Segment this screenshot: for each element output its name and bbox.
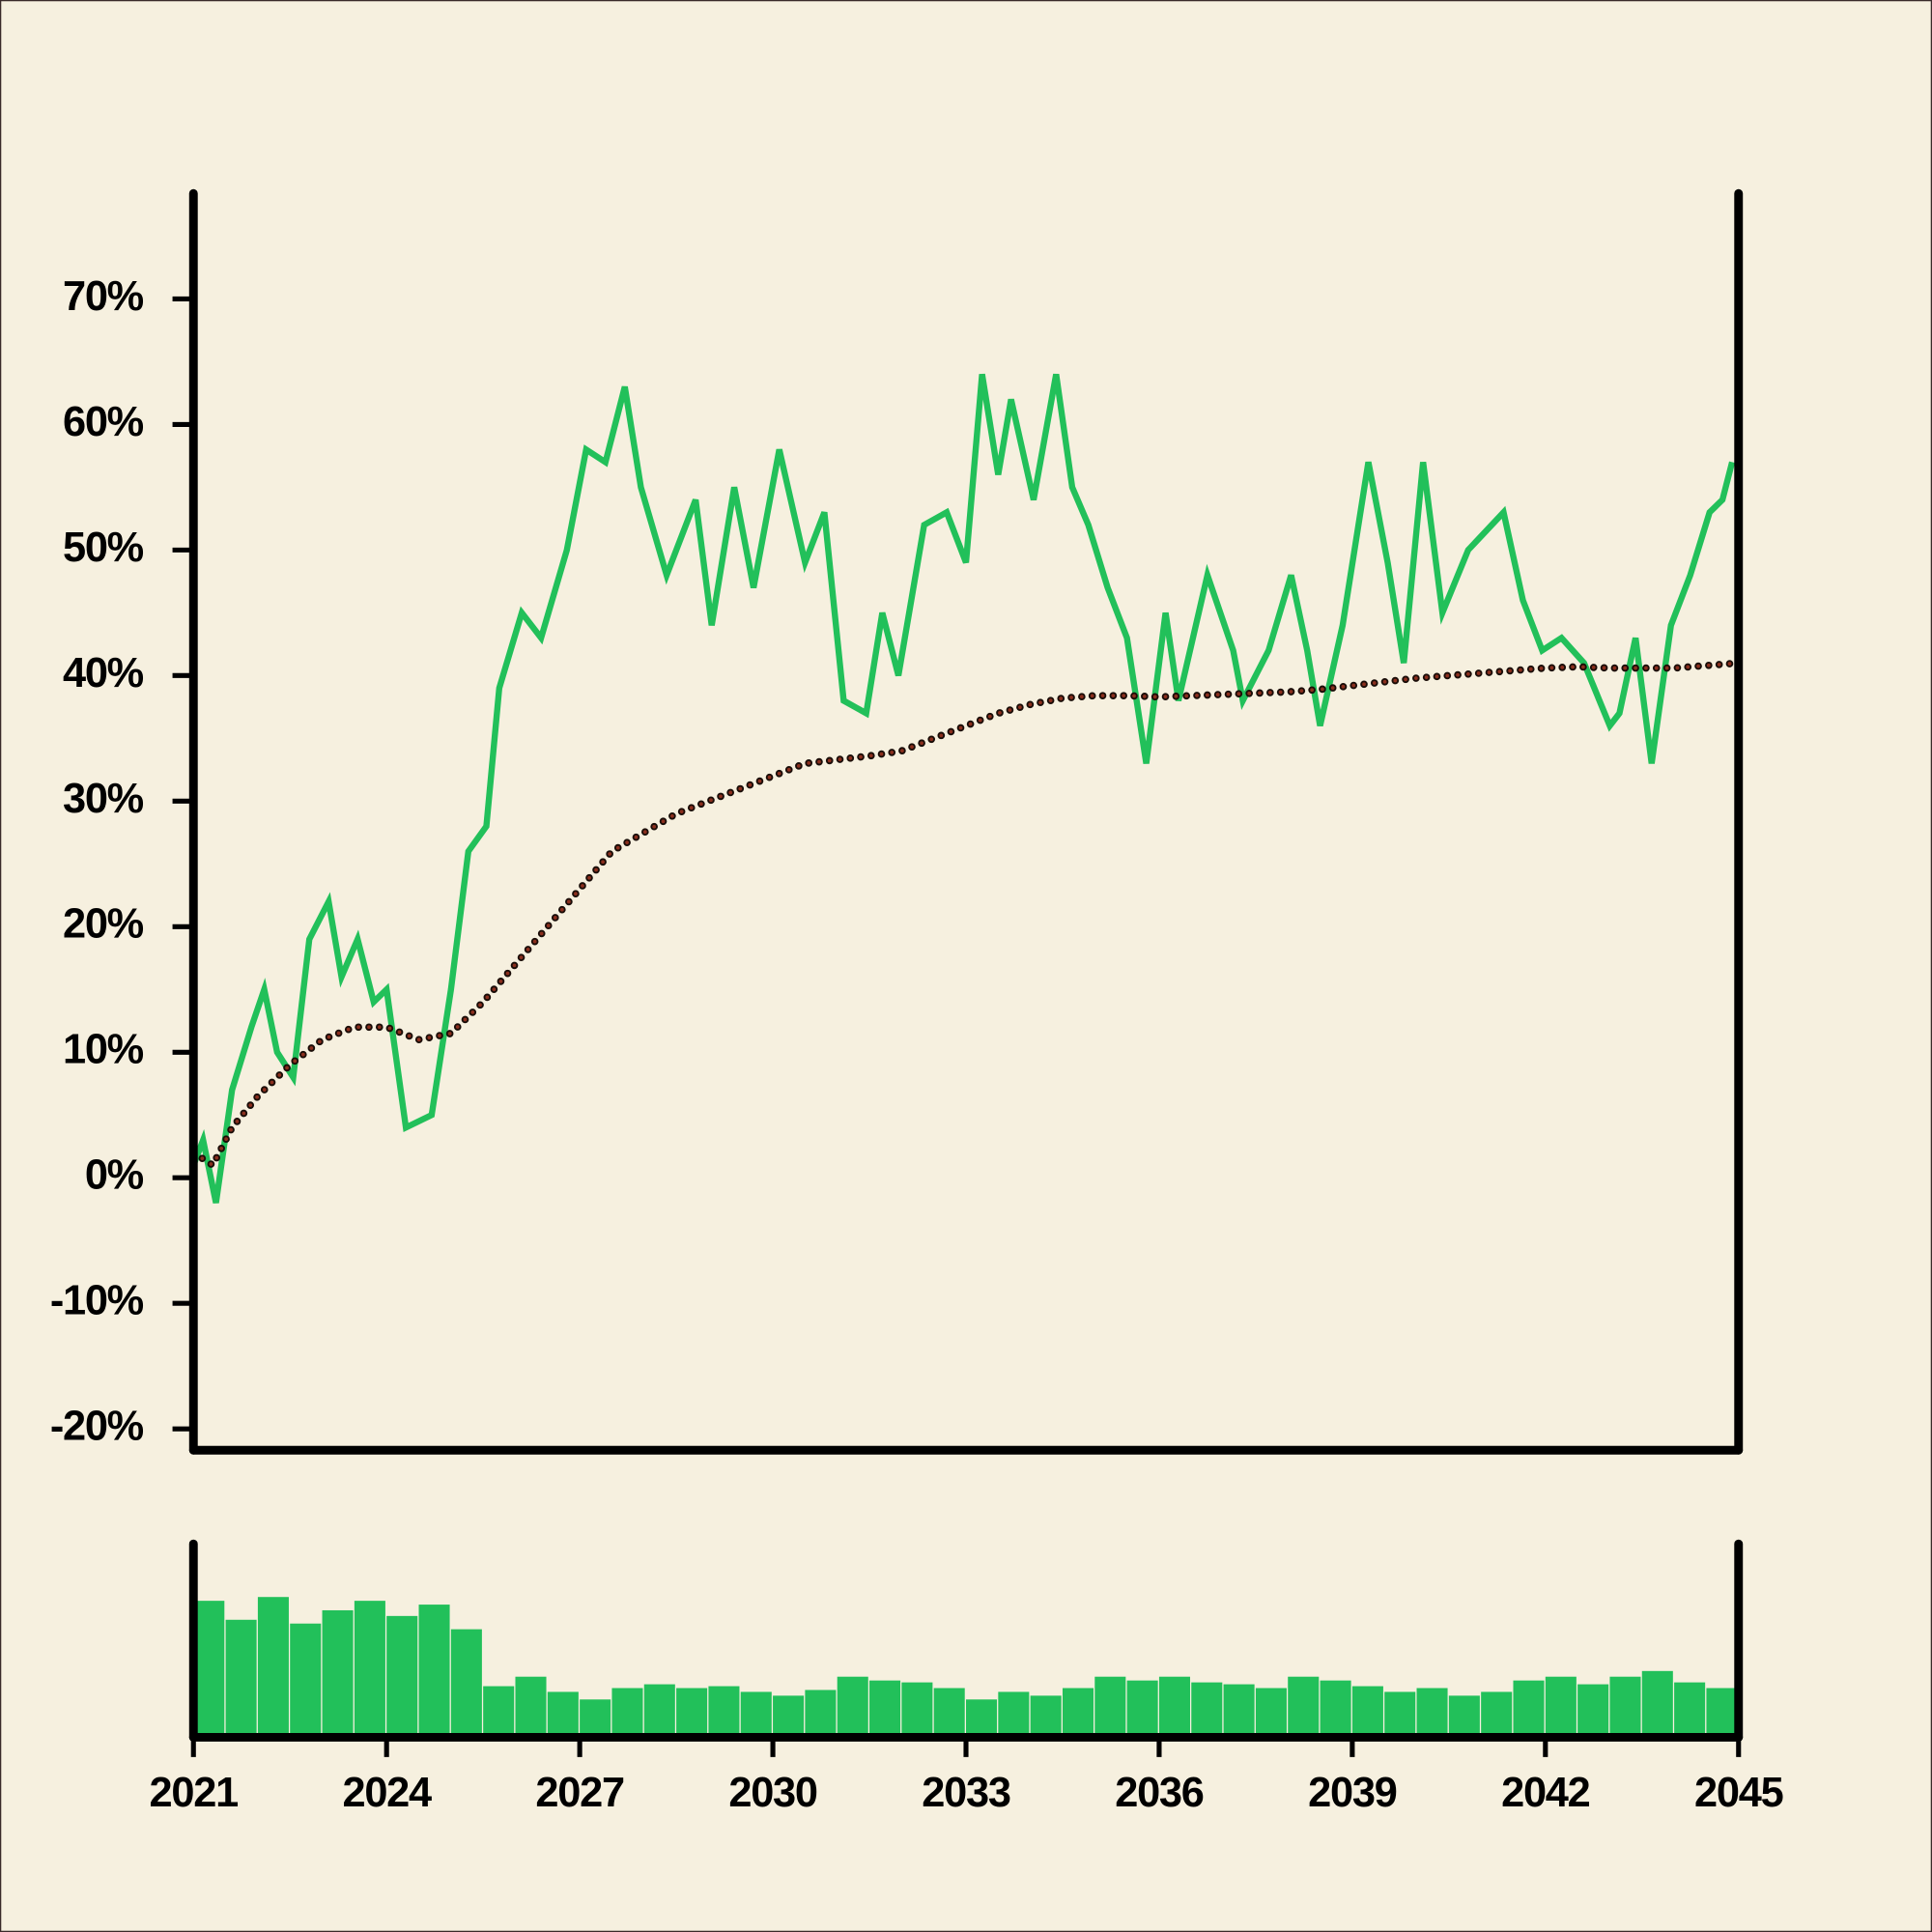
volume-bar — [1030, 1695, 1062, 1734]
volume-bar — [643, 1684, 675, 1734]
volume-bar — [676, 1688, 708, 1734]
volume-bar — [1158, 1676, 1190, 1734]
volume-bar — [1481, 1691, 1513, 1734]
x-tick-label: 2039 — [1308, 1770, 1397, 1816]
volume-bar — [1706, 1688, 1738, 1734]
x-tick-label: 2042 — [1501, 1770, 1590, 1816]
volume-bar — [257, 1597, 289, 1734]
volume-bar — [1641, 1670, 1673, 1734]
volume-bar — [1223, 1684, 1255, 1734]
volume-bar — [1191, 1682, 1223, 1734]
x-tick-label: 2033 — [922, 1770, 1010, 1816]
y-tick-label: 30% — [63, 776, 144, 822]
y-tick-label: 0% — [85, 1152, 144, 1199]
volume-bar — [805, 1690, 837, 1734]
marks — [189, 373, 1743, 1734]
volume-bar — [1609, 1676, 1641, 1734]
volume-bar — [1448, 1695, 1480, 1734]
volume-bar — [225, 1619, 257, 1734]
y-tick-label: -20% — [50, 1404, 144, 1450]
volume-bar — [322, 1609, 354, 1734]
volume-bar — [1545, 1676, 1577, 1734]
volume-bar — [1255, 1688, 1287, 1734]
x-tick-label: 2036 — [1115, 1770, 1204, 1816]
moving-average — [191, 661, 1741, 1168]
volume-bar — [1351, 1686, 1383, 1734]
y-tick-label: 10% — [63, 1027, 144, 1073]
volume-bar — [1126, 1680, 1158, 1734]
x-tick-label: 2030 — [728, 1770, 817, 1816]
price-line — [190, 373, 1736, 1204]
volume-bar — [966, 1699, 998, 1734]
volume-bar — [740, 1691, 772, 1734]
axes — [188, 188, 1744, 1742]
volume-bar — [193, 1601, 225, 1734]
y-tick-label: -10% — [50, 1278, 144, 1324]
volume-bar — [1384, 1691, 1416, 1734]
x-tick-label: 2045 — [1694, 1770, 1783, 1816]
volume-bar — [773, 1695, 805, 1734]
x-tick-label: 2027 — [535, 1770, 624, 1816]
y-tick-label: 60% — [63, 399, 144, 445]
y-tick-label: 70% — [63, 273, 144, 320]
volume-bar — [483, 1686, 515, 1734]
volume-bar — [580, 1699, 611, 1734]
volume-bar — [611, 1688, 643, 1734]
volume-bar — [869, 1680, 901, 1734]
volume-bar — [1577, 1684, 1609, 1734]
y-tick-label: 50% — [63, 525, 144, 571]
x-tick-label: 2021 — [150, 1770, 239, 1816]
volume-bar — [450, 1629, 482, 1734]
volume-bar — [1320, 1680, 1351, 1734]
volume-bar — [386, 1615, 418, 1734]
volume-bar — [998, 1691, 1030, 1734]
y-tick-label: 20% — [63, 901, 144, 948]
volume-bar — [547, 1691, 579, 1734]
volume-bar — [1416, 1688, 1448, 1734]
volume-bar — [933, 1688, 965, 1734]
volume-bar — [418, 1605, 450, 1734]
x-tick-label: 2024 — [343, 1770, 433, 1816]
volume-bar — [901, 1682, 933, 1734]
volume-bar — [708, 1686, 740, 1734]
volume-bar — [1094, 1676, 1126, 1734]
volume-bar — [290, 1623, 322, 1734]
volume-bar — [1062, 1688, 1094, 1734]
volume-bar — [354, 1601, 385, 1734]
volume-bar — [837, 1676, 868, 1734]
volume-bar — [1513, 1680, 1545, 1734]
volume-bar — [1288, 1676, 1320, 1734]
y-tick-label: 40% — [63, 650, 144, 696]
volume-bar — [1674, 1682, 1706, 1734]
volume-bar — [515, 1676, 547, 1734]
